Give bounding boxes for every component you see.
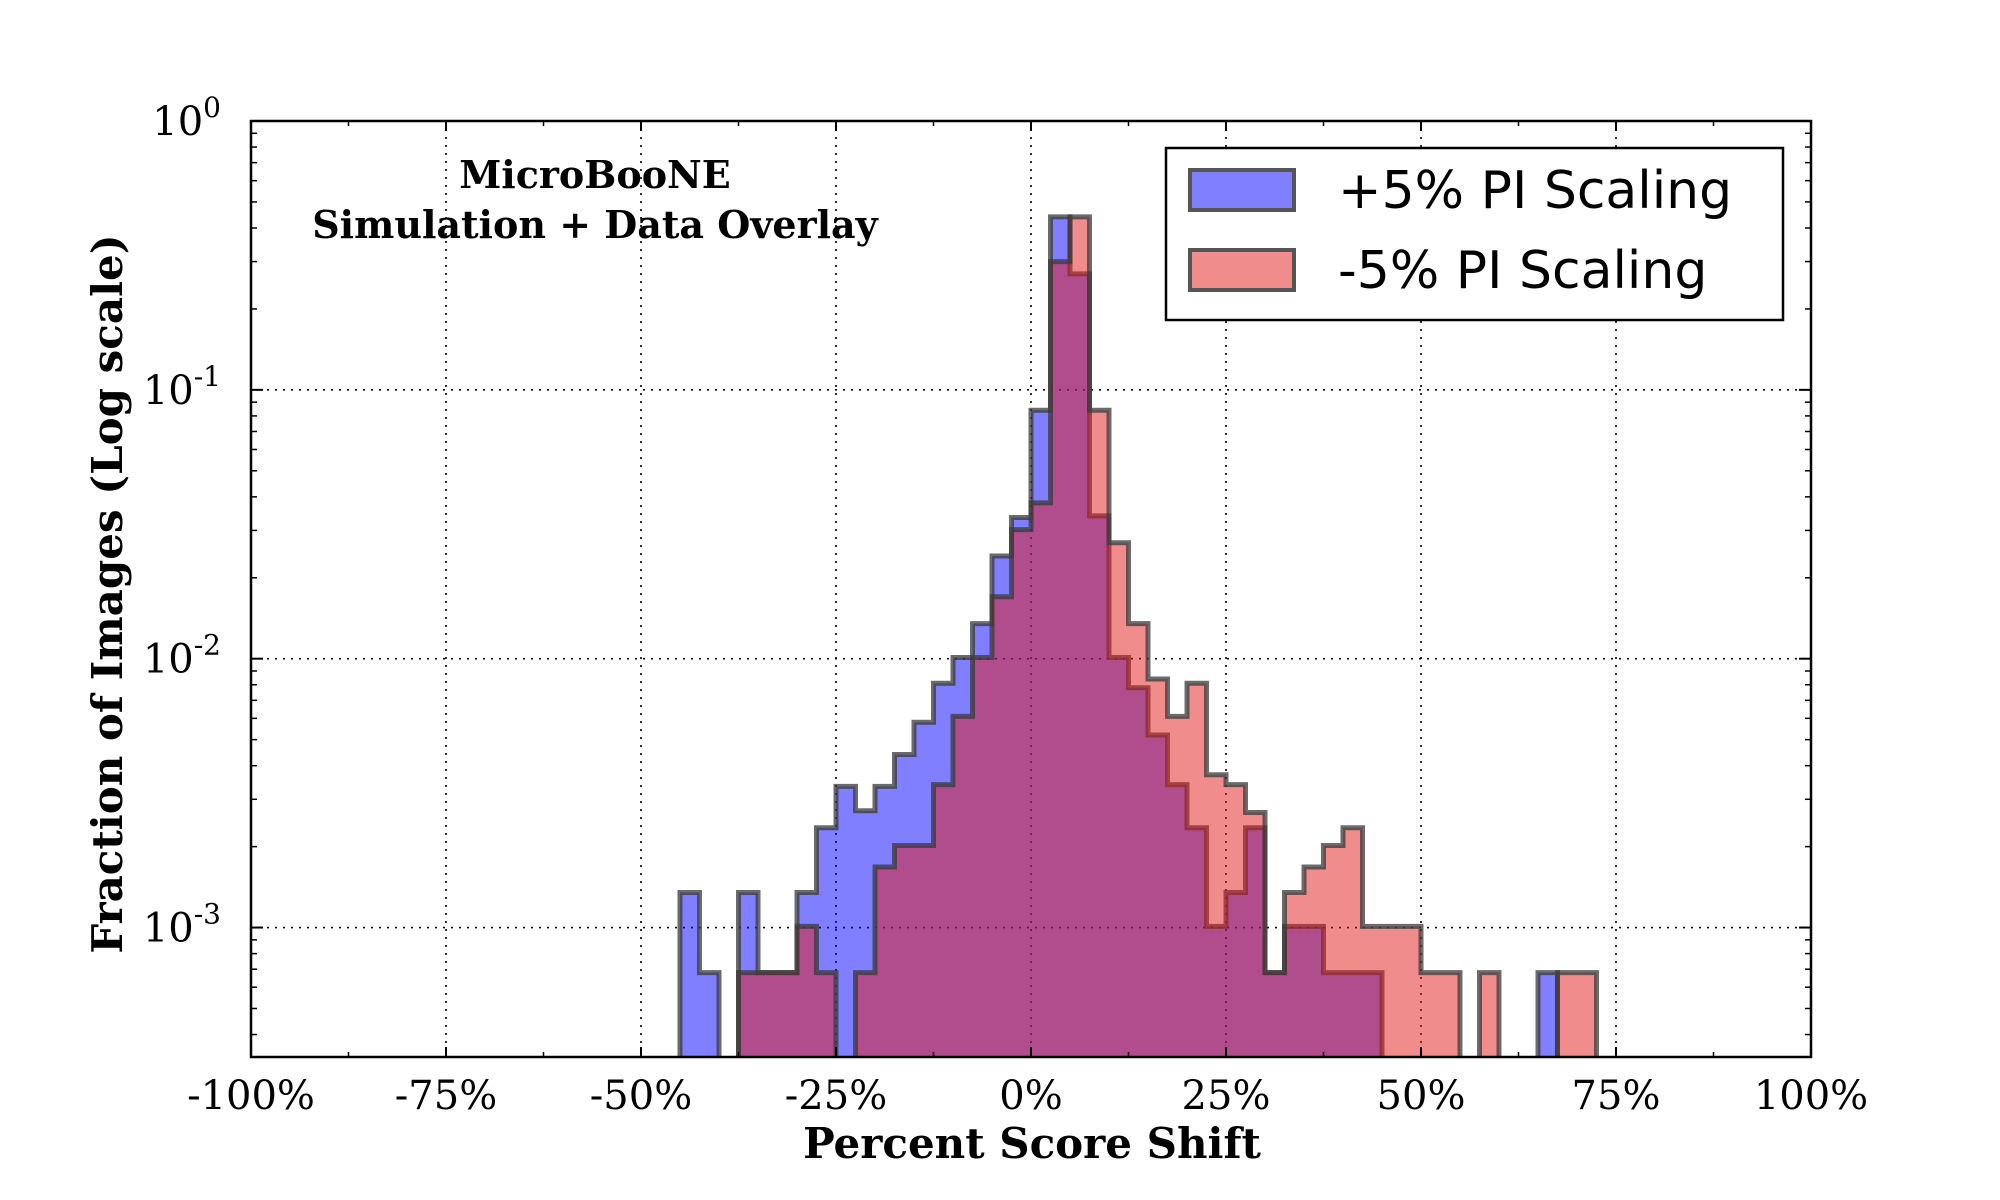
histogram-bar — [933, 784, 953, 1057]
y-axis-title: Fraction of Images (Log scale) — [83, 234, 132, 953]
histogram-bar — [1265, 972, 1285, 1057]
annotation-subtitle: Simulation + Data Overlay — [312, 202, 878, 247]
x-tick-label: 25% — [1182, 1073, 1271, 1119]
histogram-bar — [875, 866, 895, 1057]
x-tick-label: 75% — [1572, 1073, 1661, 1119]
histogram-bar — [1011, 529, 1031, 1057]
x-tick-label: 0% — [999, 1073, 1062, 1119]
histogram-bar — [758, 972, 778, 1057]
legend-swatch-minus — [1188, 248, 1296, 292]
histogram-bar — [1128, 623, 1148, 1057]
histogram-bar — [1343, 827, 1363, 1057]
histogram-bar — [855, 972, 875, 1057]
x-tick-label: -25% — [785, 1073, 887, 1119]
histogram-bar — [1304, 866, 1324, 1057]
histogram-bar — [894, 845, 914, 1057]
histogram-bar — [1031, 502, 1051, 1058]
y-tick-label: 100 — [152, 91, 221, 145]
ticks-layer — [250, 120, 1812, 1057]
histogram-bar — [1050, 261, 1070, 1058]
histogram-bar — [699, 972, 719, 1057]
histogram-bar — [1089, 410, 1109, 1058]
histogram-bar — [914, 845, 934, 1057]
histogram-bar — [1070, 216, 1090, 1057]
histogram-bar — [1362, 926, 1382, 1057]
x-axis-title: Percent Score Shift — [803, 1119, 1261, 1168]
histogram-bar — [797, 926, 817, 1057]
legend-label-plus: +5% PI Scaling — [1338, 161, 1732, 221]
histogram-bar — [836, 786, 856, 1057]
histogram-bar — [1109, 542, 1129, 1057]
y-tick-label: 10-3 — [143, 898, 221, 952]
histogram-bar — [1226, 784, 1246, 1057]
histogram-bar — [1557, 972, 1577, 1057]
histogram-bar — [992, 596, 1012, 1057]
histogram-bar — [1401, 926, 1421, 1057]
histogram-bar — [1382, 926, 1402, 1057]
tick-labels: -100% -75% -50% -25% 0% 25% 50% 75% 100% 100 10-1 1… — [143, 91, 1868, 1119]
histogram-bar — [953, 716, 973, 1057]
histogram-bar — [738, 972, 758, 1057]
histogram-bar — [972, 657, 992, 1057]
histogram-bar — [1440, 972, 1460, 1057]
histogram-bar — [680, 892, 700, 1057]
histogram-bar — [1284, 892, 1304, 1057]
annotation-experiment: MicroBooNE — [459, 152, 731, 197]
histogram-bars — [677, 214, 1599, 1058]
y-tick-label: 10-2 — [143, 629, 221, 683]
x-tick-label: -50% — [590, 1073, 692, 1119]
histogram-bar — [1167, 716, 1187, 1057]
histogram-bar — [1479, 972, 1499, 1057]
y-tick-label: 10-1 — [143, 360, 221, 414]
histogram-bar — [1245, 812, 1265, 1057]
x-tick-label: 50% — [1377, 1073, 1466, 1119]
histogram-bar — [1421, 972, 1441, 1057]
histogram-bar — [1323, 845, 1343, 1057]
histogram-bar — [816, 972, 836, 1057]
histogram-bar — [777, 972, 797, 1057]
series-minus-5pct — [736, 214, 1599, 1058]
histogram-bar — [1538, 972, 1558, 1057]
histogram-bar — [1206, 774, 1226, 1057]
x-tick-label: -100% — [187, 1073, 315, 1119]
histogram-outline — [736, 214, 1599, 1057]
x-tick-label: 100% — [1754, 1073, 1868, 1119]
legend-swatch-plus — [1188, 168, 1296, 212]
histogram-bar — [1148, 679, 1168, 1057]
x-tick-label: -75% — [395, 1073, 497, 1119]
histogram-bar — [1187, 683, 1207, 1057]
legend-label-minus: -5% PI Scaling — [1338, 241, 1707, 301]
legend: +5% PI Scaling -5% PI Scaling — [1164, 146, 1785, 322]
histogram-bar — [1577, 972, 1597, 1057]
